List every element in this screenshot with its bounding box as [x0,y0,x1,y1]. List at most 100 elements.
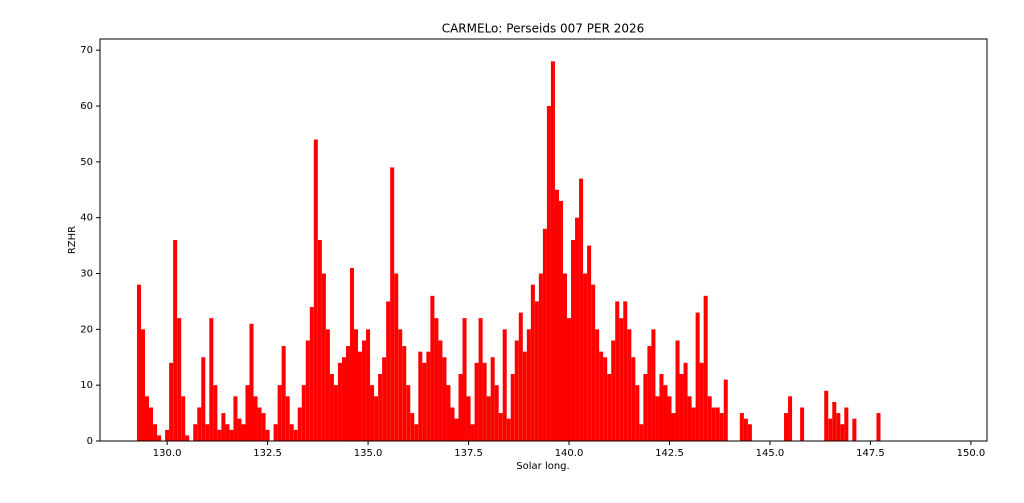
bar [193,424,198,441]
bar [550,61,555,441]
bar [876,413,881,441]
bar [297,407,302,441]
bar [438,340,443,441]
bar [201,357,206,441]
bar [410,413,415,441]
bar [478,318,483,441]
bar [386,301,391,441]
bar [631,357,636,441]
bar [627,329,632,441]
bar [619,318,624,441]
bar [575,217,580,441]
bar [406,385,411,441]
bar [836,413,841,441]
bar [442,357,447,441]
bar [824,390,829,441]
bar [667,396,672,441]
bar [229,429,234,441]
bar [567,318,572,441]
bar [659,374,664,441]
bar [542,228,547,441]
bar [177,318,182,441]
x-tick-label: 140.0 [555,448,584,459]
bar [354,329,359,441]
bar [832,401,837,441]
bar [526,329,531,441]
bar [169,362,174,441]
bar [844,407,849,441]
bar [534,301,539,441]
bar [828,418,833,441]
bar [249,323,254,441]
y-axis-label: RZHR [67,226,78,254]
bar [719,413,724,441]
bar [241,424,246,441]
bar [225,424,230,441]
bar [579,178,584,442]
bar [651,329,656,441]
bar [418,351,423,441]
bar [840,424,845,441]
plot-frame [99,38,988,442]
bar [265,429,270,441]
bar [703,295,708,441]
x-tick-label: 150.0 [957,448,986,459]
x-tick-label: 132.5 [253,448,282,459]
bar [337,362,342,441]
bar [723,379,728,441]
bar [261,413,266,441]
bar [305,340,310,441]
x-tick-label: 135.0 [354,448,383,459]
x-axis-label: Solar long. [516,461,569,472]
bar [647,346,652,441]
bar [675,340,680,441]
bar [695,312,700,441]
bar [136,284,141,441]
bar [145,396,150,441]
x-tick-label: 145.0 [756,448,785,459]
bar [800,407,805,441]
bar [233,396,238,441]
bar [530,284,535,441]
bar [494,385,499,441]
x-tick-label: 142.5 [655,448,684,459]
bar [607,374,612,441]
bar [374,396,379,441]
bar [691,407,696,441]
bar [313,139,318,441]
bar [458,374,463,441]
bar [157,435,162,441]
bar [221,413,226,441]
bar [454,418,459,441]
bar [623,301,628,441]
bar [149,407,154,441]
bar [257,407,262,441]
bar [687,396,692,441]
bar [181,396,186,441]
bar [784,413,789,441]
chart-title: CARMELo: Perseids 007 PER 2026 [442,22,645,36]
bar [358,351,363,441]
bar [538,273,543,441]
bar [852,418,857,441]
bar [414,424,419,441]
bar [747,424,752,441]
bar [293,429,298,441]
bar [301,385,306,441]
y-tick-label: 10 [80,380,93,391]
bar [140,329,146,441]
bar [474,362,479,441]
bar [317,240,322,441]
bar [165,429,170,441]
bar [788,396,793,441]
bar [329,374,334,441]
bar [285,396,290,441]
bar [434,318,439,441]
bar [237,418,242,441]
bar [209,318,214,441]
bar [362,340,367,441]
bar [382,357,387,441]
bar [289,424,294,441]
bar [450,407,455,441]
